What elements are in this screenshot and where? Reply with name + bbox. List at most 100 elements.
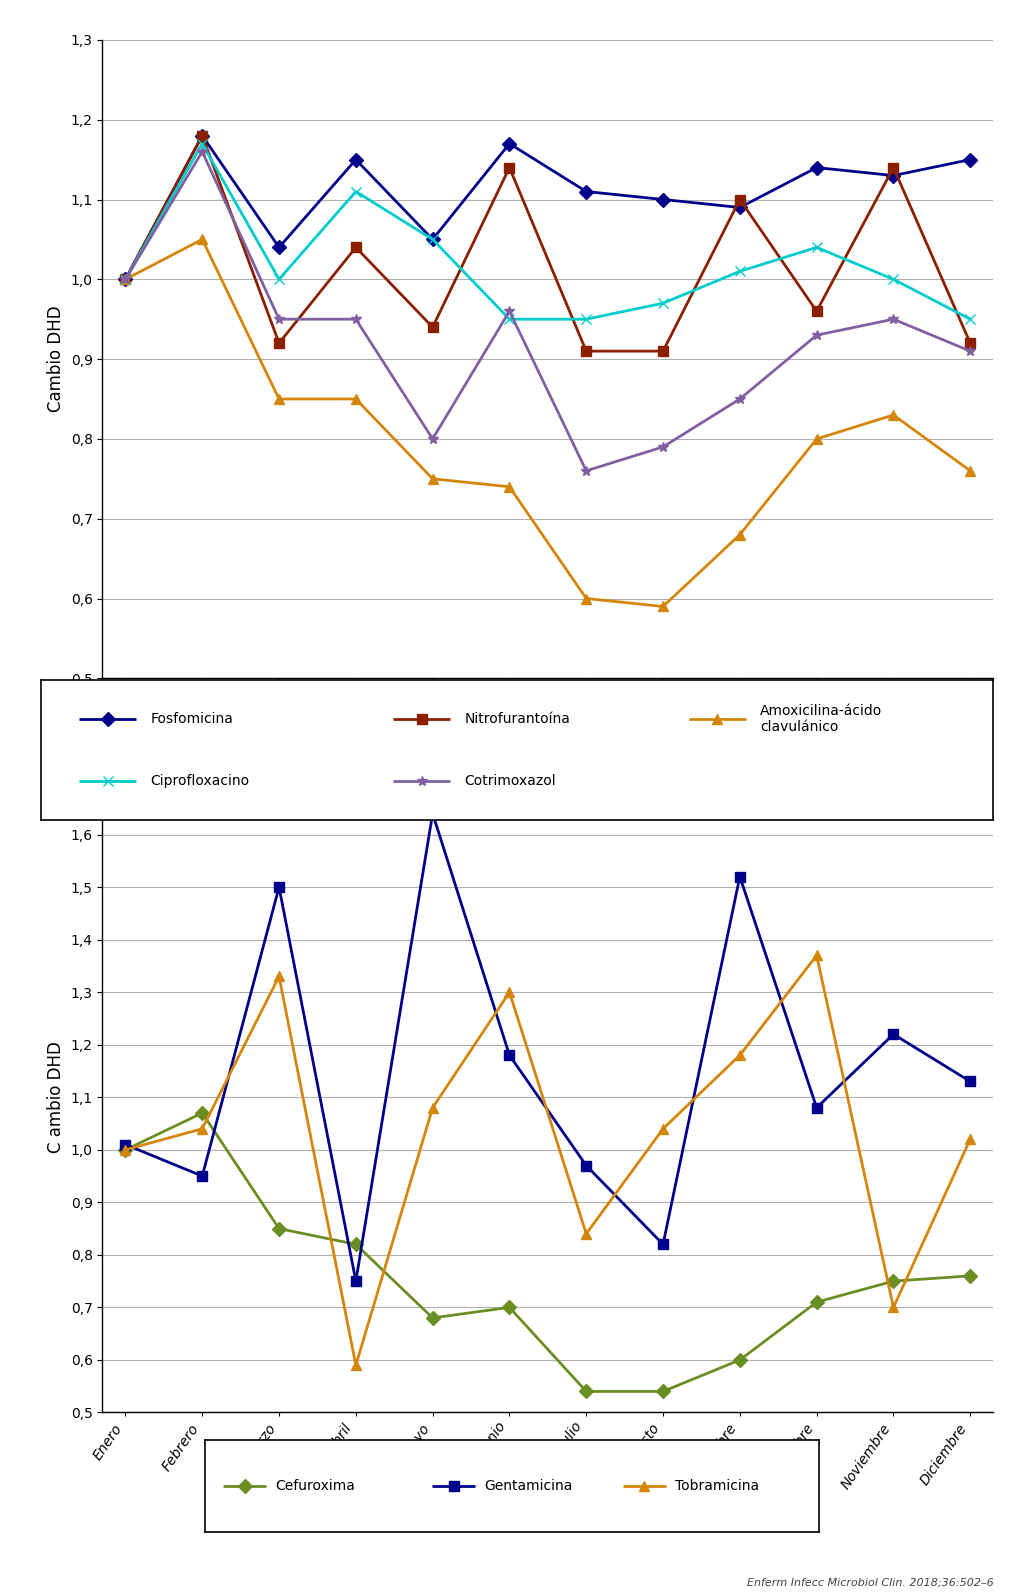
- Amoxicilina-ácido
clavulánico: [733, 525, 745, 544]
- Fosfomicina: [272, 238, 285, 257]
- Gentamicina: [657, 1235, 670, 1254]
- Nitrofurantoína: [810, 302, 822, 321]
- Line: Amoxicilina-ácido
clavulánico: Amoxicilina-ácido clavulánico: [121, 235, 975, 611]
- Nitrofurantoína: [349, 238, 362, 257]
- Cotrimoxazol: [657, 437, 670, 456]
- Cotrimoxazol: [349, 310, 362, 329]
- Cotrimoxazol: [887, 310, 900, 329]
- Amoxicilina-ácido
clavulánico: [197, 230, 209, 249]
- Cotrimoxazol: [965, 342, 977, 361]
- Cefuroxima: [504, 1298, 515, 1317]
- Amoxicilina-ácido
clavulánico: [504, 477, 515, 496]
- Text: Amoxicilina-ácido
clavulánico: Amoxicilina-ácido clavulánico: [760, 704, 883, 734]
- Nitrofurantoína: [426, 318, 438, 337]
- Text: Fosfomicina: Fosfomicina: [151, 712, 233, 726]
- Cefuroxima: [657, 1382, 670, 1401]
- Nitrofurantoína: [657, 342, 670, 361]
- Cotrimoxazol: [197, 142, 209, 161]
- Fosfomicina: [426, 230, 438, 249]
- Tobramicina: [197, 1119, 209, 1138]
- Text: Enferm Infecc Microbiol Clin. 2018;36:502–6: Enferm Infecc Microbiol Clin. 2018;36:50…: [746, 1578, 993, 1588]
- Ciprofloxacino: [733, 262, 745, 281]
- Cotrimoxazol: [119, 270, 131, 289]
- Cotrimoxazol: [272, 310, 285, 329]
- Ciprofloxacino: [504, 310, 515, 329]
- Fosfomicina: [965, 150, 977, 169]
- Nitrofurantoína: [887, 158, 900, 177]
- Gentamicina: [197, 1167, 209, 1186]
- Gentamicina: [504, 1045, 515, 1065]
- Tobramicina: [272, 967, 285, 986]
- Gentamicina: [965, 1073, 977, 1092]
- Text: Cefuroxima: Cefuroxima: [275, 1479, 355, 1492]
- Nitrofurantoína: [272, 334, 285, 353]
- Cotrimoxazol: [426, 429, 438, 448]
- Fosfomicina: [504, 134, 515, 153]
- Line: Cotrimoxazol: Cotrimoxazol: [121, 147, 975, 476]
- Cotrimoxazol: [580, 461, 592, 480]
- Text: Ciprofloxacino: Ciprofloxacino: [151, 774, 250, 788]
- Text: Nitrofurantoína: Nitrofurantoína: [465, 712, 570, 726]
- Text: Cotrimoxazol: Cotrimoxazol: [465, 774, 556, 788]
- Gentamicina: [733, 867, 745, 886]
- Ciprofloxacino: [887, 270, 900, 289]
- Cefuroxima: [272, 1219, 285, 1238]
- Cefuroxima: [349, 1235, 362, 1254]
- Tobramicina: [580, 1224, 592, 1243]
- Text: Tobramicina: Tobramicina: [675, 1479, 759, 1492]
- Cefuroxima: [580, 1382, 592, 1401]
- Amoxicilina-ácido
clavulánico: [657, 597, 670, 616]
- Gentamicina: [119, 1135, 131, 1154]
- Gentamicina: [349, 1272, 362, 1291]
- Line: Gentamicina: Gentamicina: [121, 809, 975, 1286]
- Cefuroxima: [965, 1266, 977, 1285]
- Fosfomicina: [810, 158, 822, 177]
- Line: Ciprofloxacino: Ciprofloxacino: [121, 139, 975, 324]
- Amoxicilina-ácido
clavulánico: [119, 270, 131, 289]
- Ciprofloxacino: [810, 238, 822, 257]
- Amoxicilina-ácido
clavulánico: [810, 429, 822, 448]
- Cefuroxima: [119, 1140, 131, 1159]
- Amoxicilina-ácido
clavulánico: [580, 589, 592, 608]
- Y-axis label: Cambio DHD: Cambio DHD: [47, 306, 65, 412]
- Ciprofloxacino: [349, 182, 362, 201]
- Nitrofurantoína: [733, 190, 745, 209]
- Cefuroxima: [426, 1309, 438, 1328]
- Ciprofloxacino: [272, 270, 285, 289]
- Nitrofurantoína: [580, 342, 592, 361]
- Text: Gentamicina: Gentamicina: [484, 1479, 572, 1492]
- Gentamicina: [426, 804, 438, 824]
- Tobramicina: [657, 1119, 670, 1138]
- Fosfomicina: [733, 198, 745, 217]
- Line: Nitrofurantoína: Nitrofurantoína: [121, 131, 975, 356]
- Y-axis label: C ambio DHD: C ambio DHD: [47, 1041, 65, 1154]
- Amoxicilina-ácido
clavulánico: [272, 389, 285, 409]
- Tobramicina: [887, 1298, 900, 1317]
- Tobramicina: [119, 1140, 131, 1159]
- Gentamicina: [810, 1098, 822, 1117]
- Tobramicina: [965, 1130, 977, 1149]
- Fosfomicina: [119, 270, 131, 289]
- Cotrimoxazol: [504, 302, 515, 321]
- Ciprofloxacino: [657, 294, 670, 313]
- Fosfomicina: [349, 150, 362, 169]
- Cefuroxima: [197, 1103, 209, 1122]
- Tobramicina: [426, 1098, 438, 1117]
- Line: Cefuroxima: Cefuroxima: [121, 1108, 975, 1396]
- Gentamicina: [272, 878, 285, 897]
- Line: Tobramicina: Tobramicina: [121, 951, 975, 1369]
- Ciprofloxacino: [965, 310, 977, 329]
- Gentamicina: [580, 1156, 592, 1175]
- Amoxicilina-ácido
clavulánico: [887, 405, 900, 425]
- Amoxicilina-ácido
clavulánico: [426, 469, 438, 488]
- Amoxicilina-ácido
clavulánico: [965, 461, 977, 480]
- Gentamicina: [887, 1025, 900, 1044]
- Cotrimoxazol: [733, 389, 745, 409]
- Cefuroxima: [887, 1272, 900, 1291]
- Nitrofurantoína: [504, 158, 515, 177]
- Nitrofurantoína: [965, 334, 977, 353]
- Ciprofloxacino: [197, 134, 209, 153]
- Cefuroxima: [733, 1350, 745, 1369]
- Line: Fosfomicina: Fosfomicina: [121, 131, 975, 284]
- Ciprofloxacino: [119, 270, 131, 289]
